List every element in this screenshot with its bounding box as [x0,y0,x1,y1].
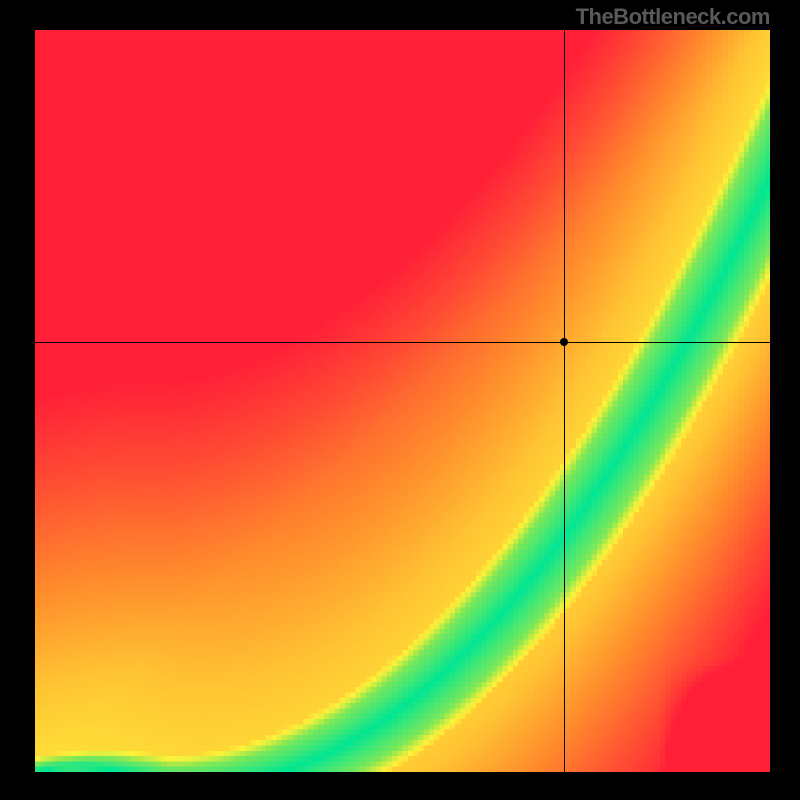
watermark-text: TheBottleneck.com [576,4,770,30]
crosshair-horizontal [35,342,770,343]
heatmap-plot-area [35,30,770,772]
crosshair-marker [560,338,568,346]
crosshair-vertical [564,30,565,772]
heatmap-canvas [35,30,770,772]
